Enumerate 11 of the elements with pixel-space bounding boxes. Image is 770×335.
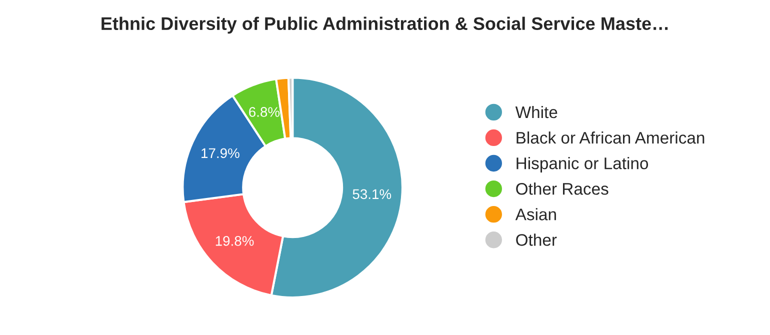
data-label: 19.8% <box>216 236 254 246</box>
legend-label: Other <box>516 234 557 246</box>
legend-label: Asian <box>515 208 556 220</box>
data-label: 53.1% <box>352 189 392 200</box>
legend-label: Other Races <box>516 182 608 195</box>
legend-label: Black or African American <box>516 131 704 144</box>
legend-label: White <box>515 106 558 118</box>
legend-label: Hispanic or Latino <box>516 157 648 173</box>
data-label: 6.8% <box>249 107 280 117</box>
chart-title: Ethnic Diversity of Public Administration & Social Service Maste… <box>102 16 668 34</box>
data-label: 17.9% <box>202 148 240 158</box>
